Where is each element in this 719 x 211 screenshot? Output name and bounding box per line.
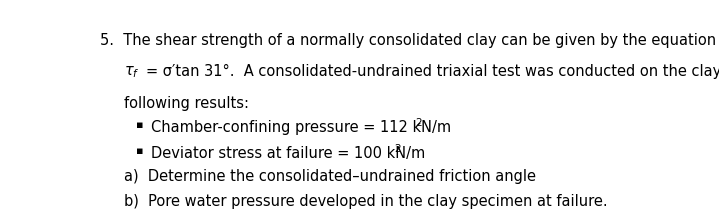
Text: $\tau_f$: $\tau_f$ bbox=[124, 64, 140, 80]
Text: a)  Determine the consolidated–undrained friction angle: a) Determine the consolidated–undrained … bbox=[124, 169, 536, 184]
Text: ▪: ▪ bbox=[136, 146, 143, 156]
Text: following results:: following results: bbox=[124, 96, 249, 111]
Text: = σ′tan 31°.  A consolidated-undrained triaxial test was conducted on the clay w: = σ′tan 31°. A consolidated-undrained tr… bbox=[145, 64, 719, 79]
Text: 5.  The shear strength of a normally consolidated clay can be given by the equat: 5. The shear strength of a normally cons… bbox=[100, 33, 716, 48]
Text: b)  Pore water pressure developed in the clay specimen at failure.: b) Pore water pressure developed in the … bbox=[124, 194, 608, 209]
Text: 2: 2 bbox=[395, 144, 401, 154]
Text: 2: 2 bbox=[416, 118, 422, 128]
Text: ▪: ▪ bbox=[136, 120, 143, 130]
Text: Deviator stress at failure = 100 kN/m: Deviator stress at failure = 100 kN/m bbox=[151, 146, 426, 161]
Text: Chamber-confining pressure = 112 kN/m: Chamber-confining pressure = 112 kN/m bbox=[151, 120, 452, 135]
